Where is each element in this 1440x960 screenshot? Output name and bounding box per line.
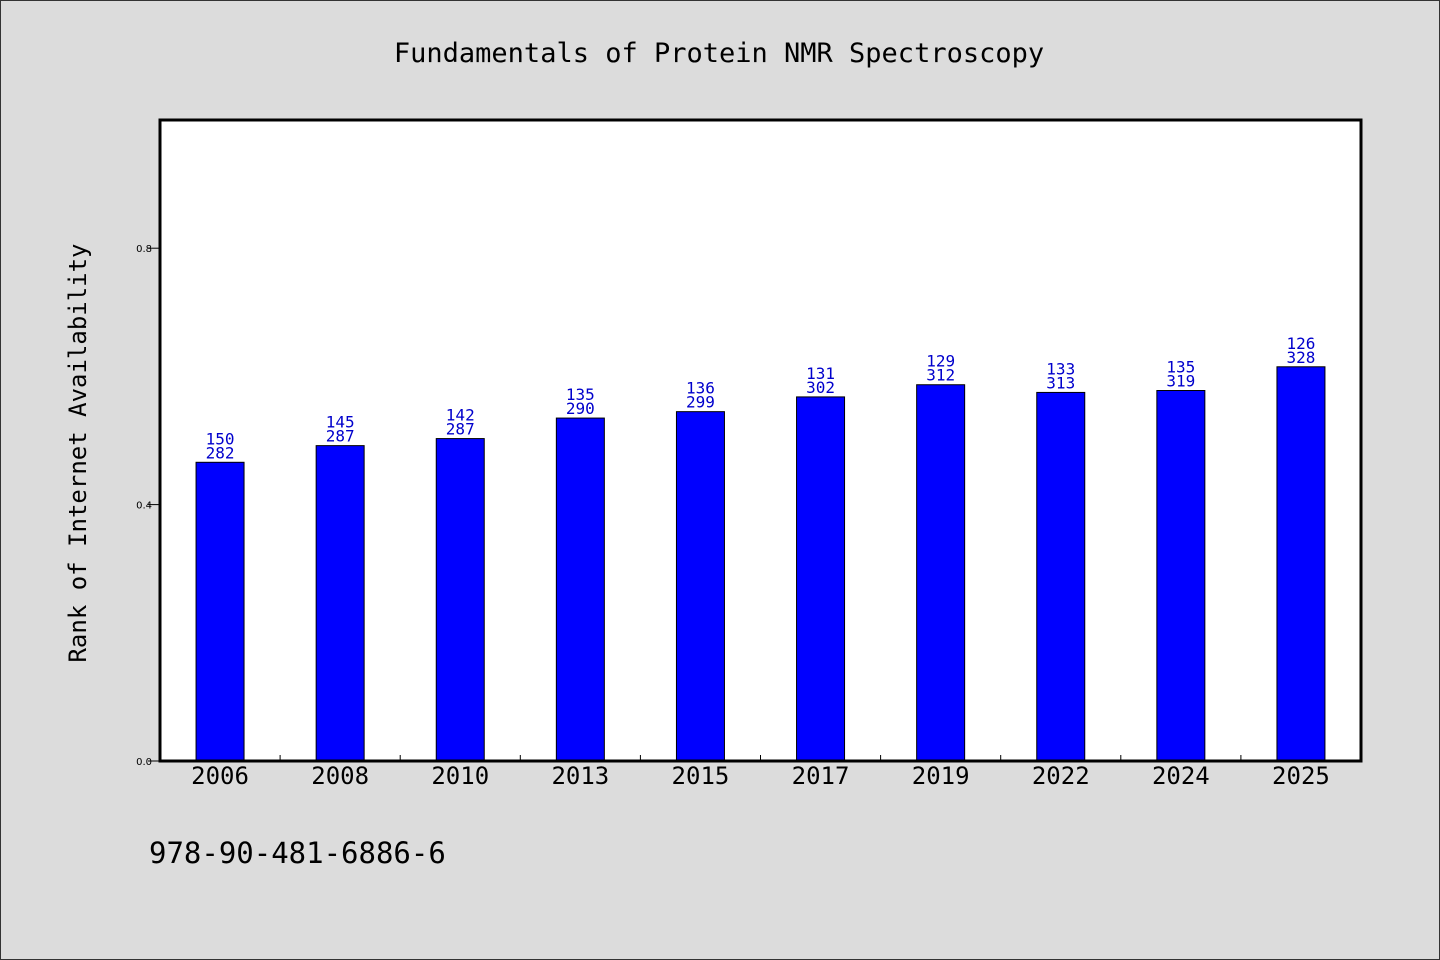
bar	[555, 417, 605, 762]
bar-lower-label: 319	[1166, 372, 1195, 391]
bar-upper-label: 150	[206, 429, 235, 448]
bar-upper-label: 129	[926, 352, 955, 371]
bar	[675, 411, 725, 762]
y-axis-ticks: 0.0 0.4 0.8	[136, 244, 160, 768]
bar	[315, 445, 365, 762]
bar-lower-label: 287	[326, 427, 355, 446]
x-tick-label: 2013	[551, 762, 609, 790]
bar-upper-label: 136	[686, 379, 715, 398]
bar-lower-label: 290	[566, 399, 595, 418]
x-tick-label: 2015	[672, 762, 730, 790]
bar-labels: 1502821452871422871352901362991313021293…	[206, 334, 1316, 463]
x-tick-label: 2008	[311, 762, 369, 790]
y-tick-label: 0.4	[136, 501, 152, 512]
bar-lower-label: 299	[686, 393, 715, 412]
bar-lower-label: 302	[806, 378, 835, 397]
x-tick-label: 2010	[431, 762, 489, 790]
bar	[796, 396, 846, 762]
plot-frame	[158, 118, 1363, 763]
bar-upper-label: 135	[1166, 358, 1195, 377]
bar-upper-label: 133	[1046, 359, 1075, 378]
bar-lower-label: 312	[926, 366, 955, 385]
bar	[1156, 390, 1206, 762]
x-tick-label: 2024	[1152, 762, 1210, 790]
bar-upper-label: 131	[806, 364, 835, 383]
x-tick-label: 2019	[912, 762, 970, 790]
bar-lower-label: 287	[446, 420, 475, 439]
isbn-label: 978-90-481-6886-6	[149, 836, 446, 870]
x-axis-ticks: 2006 2008 2010 2013 2015 2017 2019 2022 2024 2025	[191, 755, 1330, 790]
bar-upper-label: 126	[1286, 334, 1315, 353]
y-tick-label: 0.0	[136, 757, 152, 768]
x-tick-label: 2025	[1272, 762, 1330, 790]
bar	[195, 461, 245, 762]
bars	[195, 366, 1326, 762]
bar-lower-label: 328	[1286, 348, 1315, 367]
bar-upper-label: 145	[326, 413, 355, 432]
bar	[1036, 391, 1086, 762]
bar	[1276, 366, 1326, 762]
y-axis-label: Rank of Internet Availability	[64, 243, 92, 662]
x-tick-label: 2022	[1032, 762, 1090, 790]
chart-title: Fundamentals of Protein NMR Spectroscopy	[394, 38, 1044, 69]
bar	[435, 438, 485, 762]
bar	[916, 384, 966, 762]
y-tick-label: 0.8	[136, 244, 152, 255]
bar-lower-label: 313	[1046, 373, 1075, 392]
x-tick-label: 2017	[792, 762, 850, 790]
bar-upper-label: 135	[566, 385, 595, 404]
bar-lower-label: 282	[206, 443, 235, 462]
x-tick-label: 2006	[191, 762, 249, 790]
bar-upper-label: 142	[446, 406, 475, 425]
